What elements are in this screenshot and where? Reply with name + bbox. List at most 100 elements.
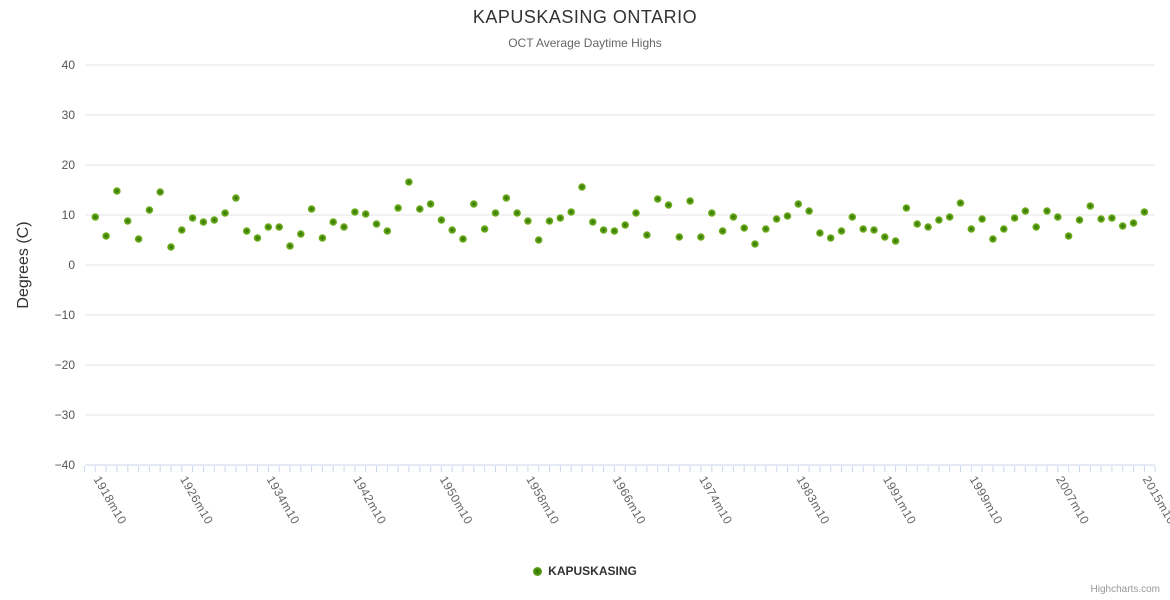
- data-point[interactable]: [664, 201, 673, 209]
- data-point[interactable]: [1054, 213, 1062, 221]
- data-point[interactable]: [394, 204, 402, 212]
- data-point[interactable]: [1032, 223, 1040, 231]
- data-point[interactable]: [653, 195, 662, 203]
- data-point[interactable]: [578, 183, 586, 191]
- data-point[interactable]: [913, 220, 921, 228]
- data-point[interactable]: [1000, 225, 1008, 233]
- data-point[interactable]: [524, 217, 532, 225]
- data-point[interactable]: [848, 213, 857, 221]
- data-point[interactable]: [448, 226, 457, 234]
- data-point[interactable]: [1140, 208, 1149, 216]
- data-point[interactable]: [956, 199, 965, 207]
- data-point[interactable]: [156, 188, 164, 196]
- data-point[interactable]: [556, 214, 565, 222]
- data-point[interactable]: [286, 242, 294, 250]
- data-point[interactable]: [534, 236, 543, 244]
- data-point[interactable]: [1118, 222, 1127, 230]
- data-point[interactable]: [221, 209, 229, 217]
- data-point[interactable]: [416, 205, 424, 213]
- data-point[interactable]: [599, 226, 608, 234]
- data-point[interactable]: [480, 225, 489, 233]
- data-point[interactable]: [102, 232, 110, 240]
- data-point[interactable]: [340, 223, 348, 231]
- data-point[interactable]: [361, 210, 370, 218]
- data-point[interactable]: [1075, 216, 1084, 224]
- data-point[interactable]: [1086, 202, 1095, 210]
- data-point[interactable]: [783, 212, 792, 220]
- data-point[interactable]: [805, 207, 813, 215]
- data-point[interactable]: [123, 217, 132, 225]
- data-point[interactable]: [632, 209, 640, 217]
- data-point[interactable]: [113, 187, 121, 195]
- data-point[interactable]: [545, 217, 554, 225]
- data-point[interactable]: [751, 240, 759, 248]
- data-point[interactable]: [437, 216, 446, 224]
- data-point[interactable]: [826, 234, 835, 242]
- data-point[interactable]: [372, 220, 381, 228]
- data-point[interactable]: [134, 235, 143, 243]
- data-point[interactable]: [967, 225, 976, 233]
- data-point[interactable]: [675, 233, 684, 241]
- data-point[interactable]: [945, 213, 954, 221]
- data-point[interactable]: [145, 206, 154, 214]
- data-point[interactable]: [686, 197, 694, 205]
- data-point[interactable]: [491, 209, 500, 217]
- data-point[interactable]: [697, 233, 705, 241]
- data-point[interactable]: [329, 218, 338, 226]
- data-point[interactable]: [1129, 219, 1138, 227]
- data-point[interactable]: [740, 224, 748, 232]
- data-point[interactable]: [167, 243, 175, 251]
- data-point[interactable]: [708, 209, 716, 217]
- data-point[interactable]: [1097, 215, 1105, 223]
- data-point[interactable]: [859, 225, 867, 233]
- data-point[interactable]: [978, 215, 986, 223]
- data-point[interactable]: [772, 215, 781, 223]
- data-point[interactable]: [794, 200, 803, 208]
- data-point[interactable]: [297, 230, 305, 238]
- data-point[interactable]: [902, 204, 911, 212]
- data-point[interactable]: [924, 223, 932, 231]
- credits-link[interactable]: Highcharts.com: [1090, 584, 1160, 595]
- data-point[interactable]: [935, 216, 943, 224]
- data-point[interactable]: [351, 208, 359, 216]
- data-point[interactable]: [610, 227, 619, 235]
- data-point[interactable]: [891, 237, 900, 245]
- data-point[interactable]: [1021, 207, 1030, 215]
- legend-item[interactable]: KAPUSKASING: [0, 564, 1170, 578]
- data-point[interactable]: [567, 208, 575, 216]
- data-point[interactable]: [253, 234, 262, 242]
- data-point[interactable]: [513, 209, 521, 217]
- data-point[interactable]: [242, 227, 251, 235]
- data-point[interactable]: [264, 223, 273, 231]
- data-point[interactable]: [989, 235, 997, 243]
- data-point[interactable]: [232, 194, 240, 202]
- data-point[interactable]: [91, 213, 100, 221]
- data-point[interactable]: [502, 194, 511, 202]
- data-point[interactable]: [718, 227, 727, 235]
- data-point[interactable]: [210, 216, 219, 224]
- data-point[interactable]: [870, 226, 878, 234]
- data-point[interactable]: [470, 200, 478, 208]
- data-point[interactable]: [405, 178, 413, 186]
- data-point[interactable]: [1043, 207, 1051, 215]
- data-point[interactable]: [762, 225, 770, 233]
- data-point[interactable]: [729, 213, 738, 221]
- data-point[interactable]: [188, 214, 197, 222]
- data-point[interactable]: [621, 221, 629, 229]
- data-point[interactable]: [275, 223, 284, 231]
- data-point[interactable]: [881, 233, 889, 241]
- data-point[interactable]: [1010, 214, 1019, 222]
- data-point[interactable]: [816, 229, 824, 237]
- data-point[interactable]: [1064, 232, 1073, 240]
- data-point[interactable]: [643, 231, 651, 239]
- data-point[interactable]: [426, 200, 435, 208]
- data-point[interactable]: [1108, 214, 1116, 222]
- data-point[interactable]: [383, 227, 392, 235]
- data-point[interactable]: [318, 234, 327, 242]
- data-point[interactable]: [178, 226, 186, 234]
- data-point[interactable]: [459, 235, 467, 243]
- data-point[interactable]: [837, 227, 846, 235]
- data-point[interactable]: [589, 218, 597, 226]
- data-point[interactable]: [199, 218, 208, 226]
- data-point[interactable]: [307, 205, 316, 213]
